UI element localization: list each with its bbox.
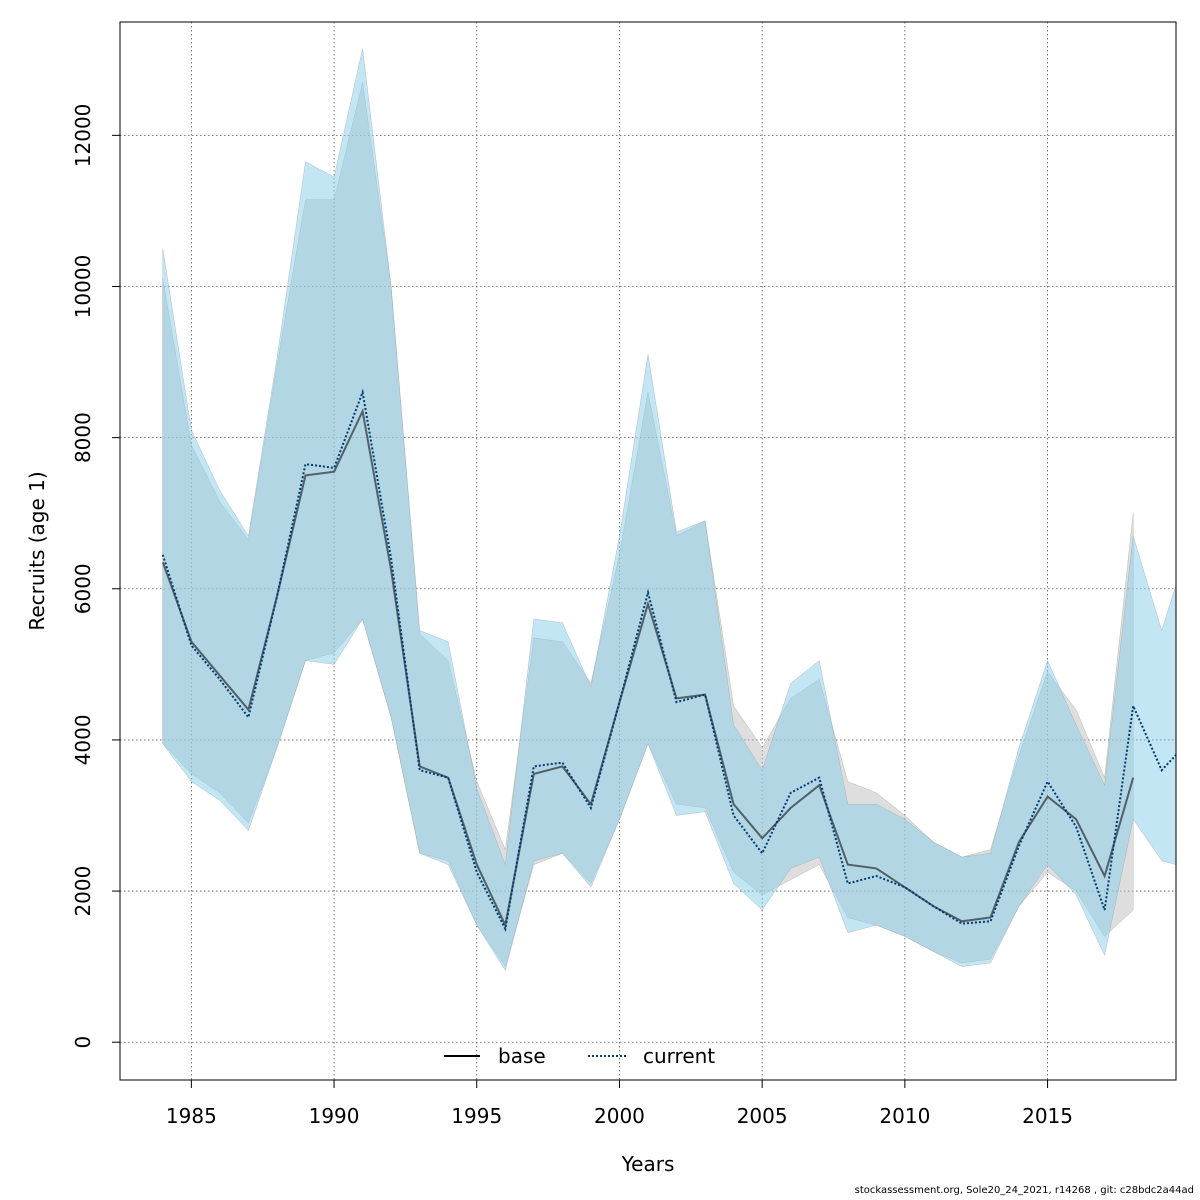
y-tick-label-4000: 4000 [71, 714, 95, 765]
credit-text: stockassessment.org, Sole20_24_2021, r14… [854, 1185, 1194, 1196]
y-tick-label-0: 0 [71, 1036, 95, 1049]
x-axis: 1985 1990 1995 2000 2005 2010 2015 [166, 1079, 1073, 1128]
line-current [161, 388, 1177, 933]
x-tick-label-1985: 1985 [166, 1104, 217, 1128]
y-tick-label-8000: 8000 [71, 412, 95, 463]
y-tick-label-10000: 10000 [71, 255, 95, 319]
x-tick-label-2000: 2000 [594, 1104, 645, 1128]
y-tick-label-12000: 12000 [71, 104, 95, 168]
legend: base current [444, 1044, 715, 1068]
confidence-bands [162, 48, 1177, 972]
x-tick-label-2015: 2015 [1022, 1104, 1073, 1128]
x-tick-label-2010: 2010 [879, 1104, 930, 1128]
x-tick-label-2005: 2005 [737, 1104, 788, 1128]
x-tick-label-1995: 1995 [451, 1104, 502, 1128]
y-axis-label: Recruits (age 1) [25, 471, 49, 630]
legend-current-label: current [643, 1044, 715, 1068]
band-current [162, 48, 1177, 972]
x-tick-label-1990: 1990 [309, 1104, 360, 1128]
y-tick-label-2000: 2000 [71, 866, 95, 917]
y-axis: 0 2000 4000 6000 8000 10000 12000 [71, 104, 121, 1049]
series-lines [161, 388, 1177, 933]
x-axis-label: Years [621, 1152, 675, 1176]
legend-base-label: base [498, 1044, 546, 1068]
line-base [161, 407, 1135, 929]
y-tick-label-6000: 6000 [71, 563, 95, 614]
